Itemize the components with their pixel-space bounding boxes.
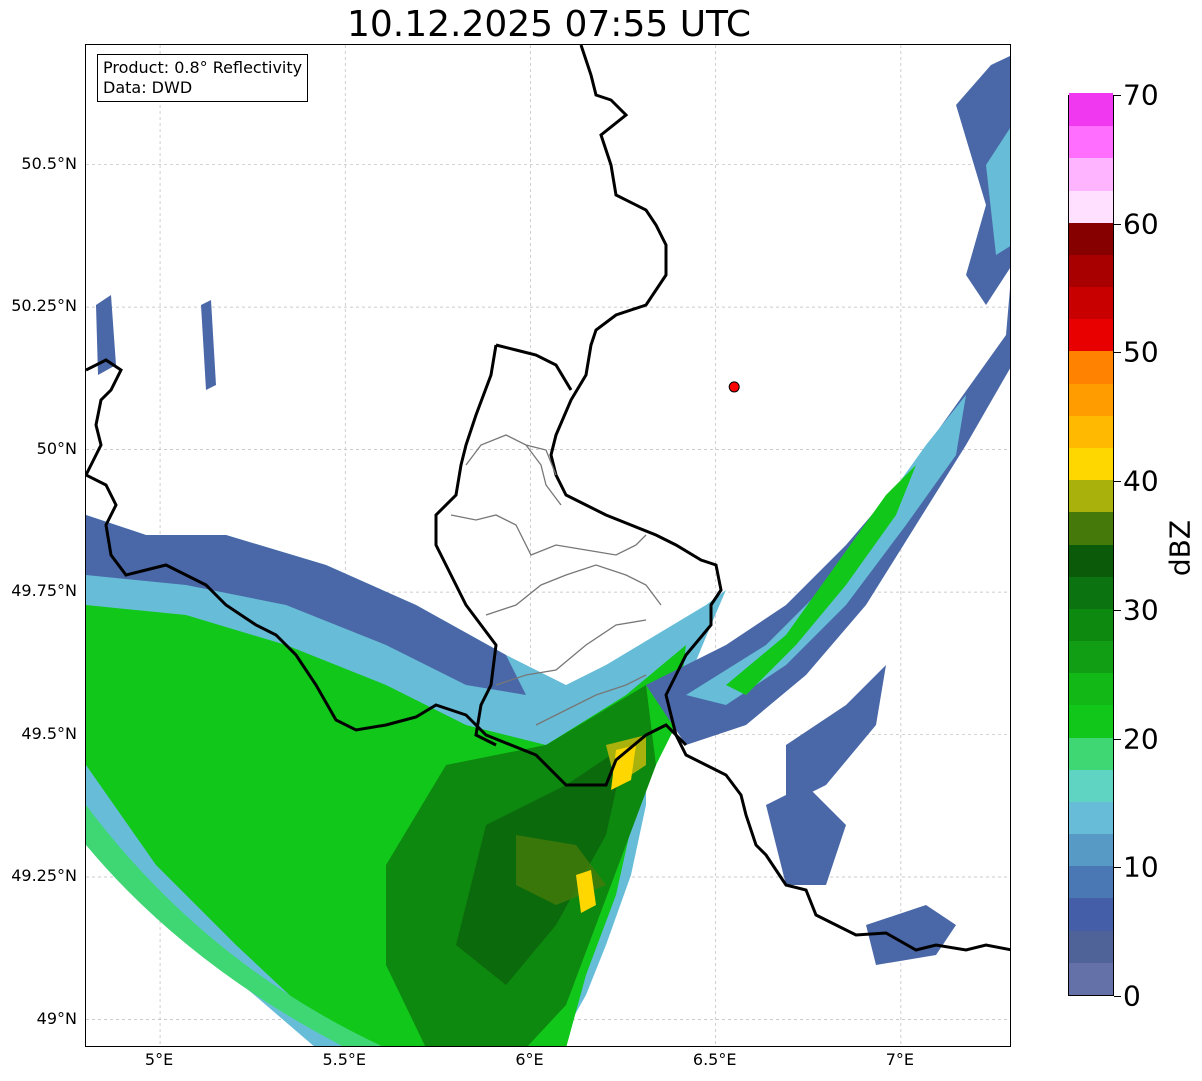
colorbar-swatch [1069,962,1113,995]
colorbar-swatch [1069,157,1113,191]
colorbar-label: dBZ [1163,519,1197,577]
colorbar-swatch [1069,350,1113,384]
colorbar-tick-label: 10 [1123,850,1159,884]
colorbar-swatch [1069,286,1113,320]
colorbar-tick-label: 20 [1123,722,1159,756]
country-borders [86,45,1010,952]
x-tick-label: 5.5°E [322,1050,367,1069]
colorbar-tickmark [1114,352,1121,354]
colorbar-swatch [1069,865,1113,899]
colorbar-swatch [1069,704,1113,738]
y-tick-label: 49.5°N [21,723,77,743]
colorbar-tickmark [1114,996,1121,997]
colorbar-tickmark [1114,481,1121,483]
colorbar-swatch [1069,93,1113,127]
colorbar-swatch [1069,897,1113,931]
colorbar-swatch [1069,383,1113,416]
map-title: 10.12.2025 07:55 UTC [346,4,752,45]
colorbar-swatch [1069,511,1113,545]
colorbar-tick-label: 30 [1123,593,1159,627]
x-tick-label: 7°E [885,1050,915,1069]
colorbar-swatch [1069,189,1113,223]
colorbar-tickmark [1114,95,1121,96]
info-data-source: Data: DWD [103,78,193,97]
colorbar-swatch [1069,576,1113,609]
colorbar-tick-label: 70 [1123,78,1159,112]
x-tick-label: 5°E [144,1050,174,1069]
x-tick-label: 6°E [515,1050,544,1069]
info-product: Product: 0.8° Reflectivity [103,58,303,77]
colorbar-swatch [1069,769,1113,802]
colorbar-tickmark [1114,738,1121,740]
colorbar-swatch [1069,222,1113,255]
colorbar-tick-label: 40 [1123,464,1159,498]
colorbar-swatch [1069,833,1113,867]
reflectivity-echoes [86,55,1010,1046]
colorbar-tick-label: 0 [1123,979,1141,1013]
y-tick-label: 49.75°N [11,581,77,601]
colorbar-tickmark [1114,223,1121,225]
colorbar-tickmark [1114,609,1121,611]
region-borders [450,434,662,726]
y-tick-label: 49°N [36,1008,77,1028]
colorbar-swatch [1069,415,1113,448]
colorbar [1068,93,1114,996]
colorbar-swatch [1069,318,1113,352]
y-tick-label: 49.25°N [11,866,77,886]
colorbar-swatch [1069,254,1113,288]
colorbar-swatch [1069,672,1113,706]
radar-site-marker[interactable] [728,381,740,393]
colorbar-swatch [1069,801,1113,835]
x-tick-label: 6.5°E [692,1050,737,1069]
colorbar-swatch [1069,736,1113,770]
colorbar-swatch [1069,640,1113,674]
info-box: Product: 0.8° Reflectivity Data: DWD [97,54,309,102]
colorbar-swatch [1069,543,1113,577]
radar-map[interactable] [85,44,1011,1047]
colorbar-tick-label: 50 [1123,335,1159,369]
y-tick-label: 50.25°N [11,296,77,316]
colorbar-swatch [1069,447,1113,481]
colorbar-swatch [1069,608,1113,642]
colorbar-tickmark [1114,867,1121,869]
colorbar-swatch [1069,930,1113,963]
radar-map-canvas [86,45,1010,1046]
y-tick-label: 50°N [36,438,77,458]
y-tick-label: 50.5°N [21,153,77,173]
colorbar-swatch [1069,125,1113,159]
colorbar-swatch [1069,479,1113,513]
colorbar-tick-label: 60 [1123,207,1159,241]
